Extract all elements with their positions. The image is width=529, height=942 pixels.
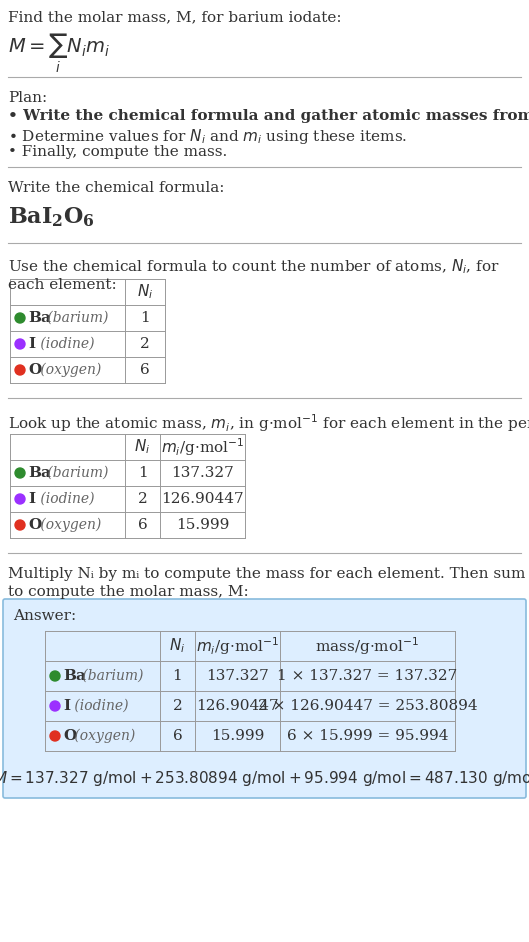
Text: 6: 6 [138,518,148,532]
Text: $m_i$/g$\cdot$mol$^{-1}$: $m_i$/g$\cdot$mol$^{-1}$ [196,635,279,657]
Text: Ba: Ba [28,311,51,325]
Circle shape [15,365,25,375]
Text: $\mathregular{BaI_2O_6}$: $\mathregular{BaI_2O_6}$ [8,205,95,229]
Text: 2: 2 [140,337,150,351]
Text: $N_i$: $N_i$ [169,637,186,656]
Text: O: O [28,363,41,377]
Text: (barium): (barium) [43,311,108,325]
Text: 6 × 15.999 = 95.994: 6 × 15.999 = 95.994 [287,729,448,743]
Text: 15.999: 15.999 [176,518,229,532]
Text: Find the molar mass, M, for barium iodate:: Find the molar mass, M, for barium iodat… [8,10,342,24]
Text: 126.90447: 126.90447 [196,699,279,713]
Text: (oxygen): (oxygen) [70,729,136,743]
Text: 2 × 126.90447 = 253.80894: 2 × 126.90447 = 253.80894 [258,699,477,713]
Text: 1: 1 [138,466,148,480]
Text: $m_i$/g$\cdot$mol$^{-1}$: $m_i$/g$\cdot$mol$^{-1}$ [161,436,244,458]
Circle shape [15,494,25,504]
Text: 1: 1 [172,669,183,683]
Text: I: I [28,492,35,506]
Circle shape [15,520,25,530]
Text: • Write the chemical formula and gather atomic masses from the periodic table.: • Write the chemical formula and gather … [8,109,529,123]
Text: mass/g$\cdot$mol$^{-1}$: mass/g$\cdot$mol$^{-1}$ [315,635,419,657]
Text: • Determine values for $N_i$ and $m_i$ using these items.: • Determine values for $N_i$ and $m_i$ u… [8,127,407,146]
Text: 15.999: 15.999 [211,729,264,743]
Text: I: I [63,699,70,713]
Text: 137.327: 137.327 [206,669,269,683]
Circle shape [15,468,25,478]
Text: 1 × 137.327 = 137.327: 1 × 137.327 = 137.327 [277,669,458,683]
Text: 6: 6 [140,363,150,377]
Text: (iodine): (iodine) [35,492,94,506]
Text: 126.90447: 126.90447 [161,492,244,506]
Circle shape [50,671,60,681]
Text: I: I [28,337,35,351]
Text: Answer:: Answer: [13,609,76,623]
Text: • Finally, compute the mass.: • Finally, compute the mass. [8,145,227,159]
Text: (oxygen): (oxygen) [35,363,101,377]
Text: (iodine): (iodine) [70,699,129,713]
Text: (barium): (barium) [78,669,143,683]
Text: Use the chemical formula to count the number of atoms, $N_i$, for each element:: Use the chemical formula to count the nu… [8,257,500,292]
Text: $N_i$: $N_i$ [137,283,153,301]
Text: Write the chemical formula:: Write the chemical formula: [8,181,224,195]
Circle shape [15,339,25,349]
Text: (iodine): (iodine) [35,337,94,351]
Text: (oxygen): (oxygen) [35,518,101,532]
FancyBboxPatch shape [3,599,526,798]
Text: Look up the atomic mass, $m_i$, in g$\cdot$mol$^{-1}$ for each element in the pe: Look up the atomic mass, $m_i$, in g$\cd… [8,412,529,433]
Text: Multiply Nᵢ by mᵢ to compute the mass for each element. Then sum those values: Multiply Nᵢ by mᵢ to compute the mass fo… [8,567,529,581]
Text: to compute the molar mass, M:: to compute the molar mass, M: [8,585,249,599]
Text: 2: 2 [138,492,148,506]
Circle shape [15,313,25,323]
Circle shape [50,701,60,711]
Text: 137.327: 137.327 [171,466,234,480]
Text: $M = 137.327\ \mathrm{g/mol} + 253.80894\ \mathrm{g/mol} + 95.994\ \mathrm{g/mol: $M = 137.327\ \mathrm{g/mol} + 253.80894… [0,769,529,788]
Text: $N_i$: $N_i$ [134,438,151,456]
Text: $M = \sum_i N_i m_i$: $M = \sum_i N_i m_i$ [8,32,110,75]
Text: Ba: Ba [28,466,51,480]
Text: (barium): (barium) [43,466,108,480]
Text: Ba: Ba [63,669,86,683]
Text: Plan:: Plan: [8,91,47,105]
Text: O: O [63,729,76,743]
Circle shape [50,731,60,741]
Text: 2: 2 [172,699,183,713]
Text: 6: 6 [172,729,183,743]
Text: 1: 1 [140,311,150,325]
Text: O: O [28,518,41,532]
